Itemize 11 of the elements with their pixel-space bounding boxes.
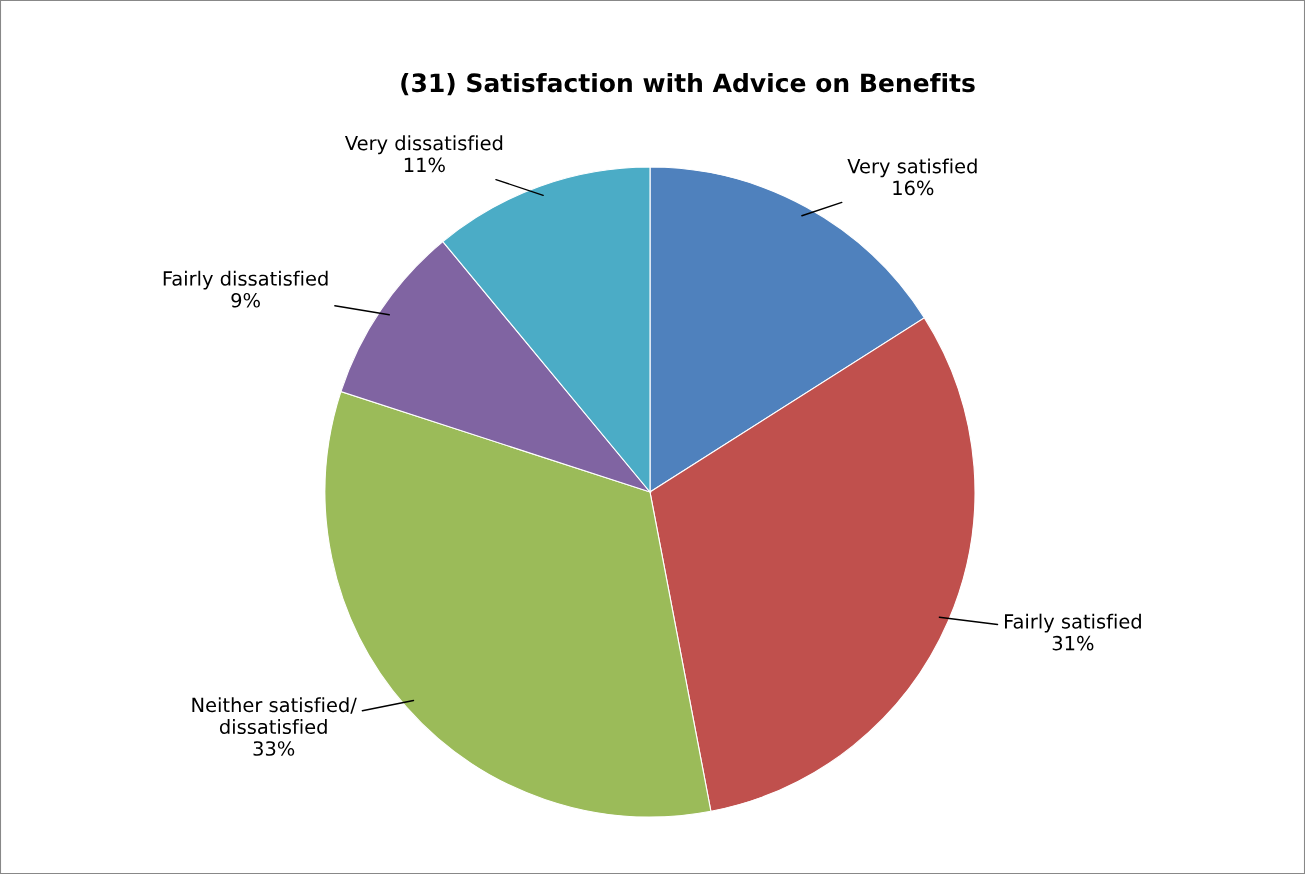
slice-label: Neither satisfied/ dissatisfied	[192, 697, 357, 735]
slice-label: Very satisfied	[847, 158, 977, 178]
slice-label: Very dissatisfied	[344, 135, 503, 155]
data-label: 11%	[404, 157, 445, 173]
chart-title: (31) Satisfaction with Advice on Benefits	[401, 72, 975, 96]
data-label: 16%	[893, 180, 934, 196]
slice-label: Fairly satisfied	[1005, 613, 1141, 633]
slice-label: Fairly dissatisfied	[163, 270, 328, 290]
data-label: 9%	[231, 292, 260, 308]
data-label: 31%	[1052, 635, 1094, 651]
data-label: 33%	[253, 741, 295, 756]
